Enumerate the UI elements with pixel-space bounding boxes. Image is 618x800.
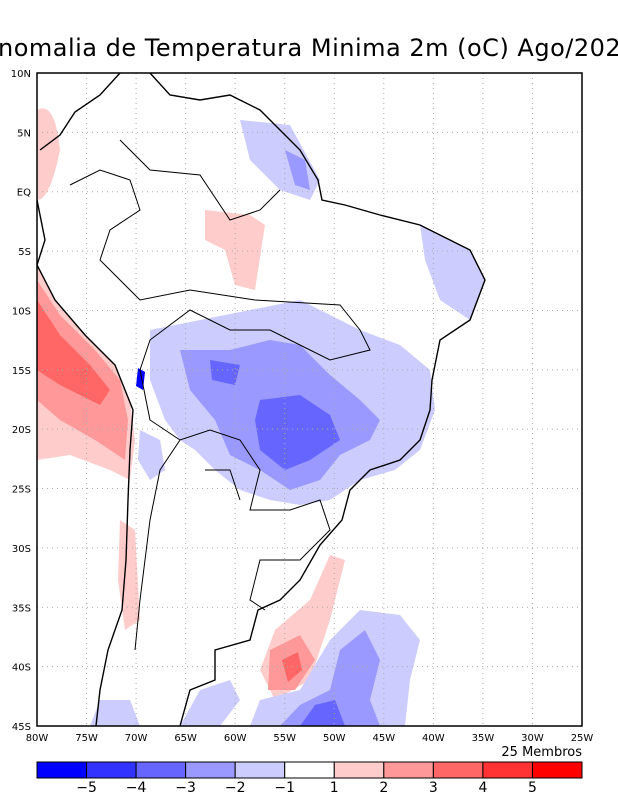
- lon-label: 70W: [125, 733, 148, 744]
- colorbar-label: 3: [428, 780, 438, 796]
- lon-label: 30W: [521, 733, 544, 744]
- colorbar-swatch: [432, 761, 484, 779]
- colorbar-label: 2: [379, 780, 389, 796]
- map-title: Anomalia de Temperatura Minima 2m (oC) A…: [0, 34, 618, 62]
- colorbar-swatch: [383, 761, 434, 779]
- lat-label: 5N: [17, 128, 31, 139]
- anomaly-shading: [37, 108, 485, 726]
- lon-label: 45W: [373, 733, 396, 744]
- lat-label: 35S: [12, 603, 31, 614]
- colorbar-swatch: [284, 761, 335, 779]
- lat-label: 20S: [12, 425, 31, 436]
- colorbar-label: −5: [76, 780, 97, 796]
- country-borders: [69, 139, 371, 651]
- colorbar-label: −2: [224, 780, 246, 796]
- colorbar-swatch: [531, 761, 583, 779]
- cold-anomaly-south-atlantic: [250, 610, 420, 726]
- colorbar-swatch: [234, 761, 286, 779]
- lon-label: 65W: [174, 733, 197, 744]
- warm-anomaly-amazon: [205, 210, 265, 290]
- map-frame: [36, 72, 583, 727]
- lat-label: 10S: [12, 306, 31, 317]
- colorbar: [36, 761, 583, 779]
- lon-label: 55W: [273, 733, 296, 744]
- lon-label: 75W: [75, 733, 98, 744]
- lat-label: 5S: [18, 247, 31, 258]
- lat-label: 40S: [12, 663, 31, 674]
- colorbar-label: −3: [175, 780, 196, 796]
- colorbar-label: 5: [527, 780, 537, 796]
- colorbar-label: 4: [478, 780, 488, 796]
- lat-label: 25S: [12, 485, 31, 496]
- colorbar-swatch: [333, 761, 385, 779]
- coastlines: [37, 73, 486, 726]
- lat-label: EQ: [17, 188, 31, 199]
- longitude-labels: 80W 75W 70W 65W 60W 55W 50W 45W 40W 35W 30W 25W: [26, 733, 594, 744]
- warm-anomaly-pacific-peak: [37, 300, 110, 405]
- lon-label: 25W: [571, 733, 594, 744]
- lat-label: 10N: [11, 69, 31, 80]
- colorbar-swatch: [135, 761, 187, 779]
- gridlines: [37, 73, 582, 726]
- lat-label: 45S: [12, 722, 31, 733]
- colorbar-swatch: [185, 761, 236, 779]
- colorbar-swatch: [86, 761, 137, 779]
- latitude-labels: 10N 5N EQ 5S 10S 15S 20S 25S 30S 35S 40S 45S: [11, 69, 31, 733]
- colorbar-swatch: [482, 761, 533, 779]
- lon-label: 35W: [472, 733, 495, 744]
- lon-label: 50W: [323, 733, 346, 744]
- colorbar-label: −4: [125, 780, 147, 796]
- colorbar-label: 1: [329, 780, 339, 796]
- lon-label: 40W: [422, 733, 445, 744]
- lon-label: 60W: [224, 733, 247, 744]
- members-note: 25 Membros: [501, 745, 582, 760]
- lat-label: 15S: [12, 366, 31, 377]
- lat-label: 30S: [12, 544, 31, 555]
- colorbar-swatch: [36, 761, 88, 779]
- colorbar-label: −1: [274, 780, 296, 796]
- lon-label: 80W: [26, 733, 49, 744]
